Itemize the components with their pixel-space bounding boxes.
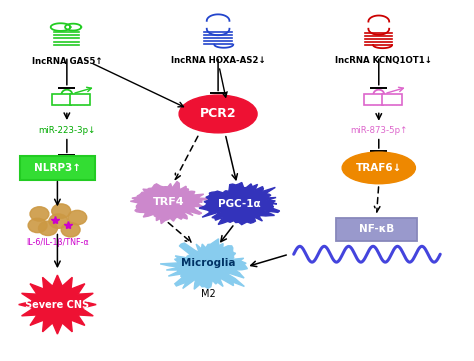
Text: PGC-1α: PGC-1α xyxy=(218,199,261,209)
FancyBboxPatch shape xyxy=(71,95,90,105)
Text: TRAF6↓: TRAF6↓ xyxy=(356,163,402,173)
FancyBboxPatch shape xyxy=(383,95,402,105)
Circle shape xyxy=(68,210,87,225)
Text: miR-223-3p↓: miR-223-3p↓ xyxy=(38,126,96,135)
Polygon shape xyxy=(130,182,210,224)
Circle shape xyxy=(30,207,49,221)
Text: Severe CNS: Severe CNS xyxy=(25,300,90,310)
Text: Microglia: Microglia xyxy=(182,258,236,268)
Circle shape xyxy=(52,204,71,218)
Text: TRF4: TRF4 xyxy=(153,197,184,207)
Circle shape xyxy=(49,214,68,228)
Polygon shape xyxy=(160,239,247,289)
Text: lncRNA KCNQ1OT1↓: lncRNA KCNQ1OT1↓ xyxy=(335,56,432,65)
Ellipse shape xyxy=(342,152,415,184)
Text: M2: M2 xyxy=(201,289,216,299)
Text: PCR2: PCR2 xyxy=(200,108,237,121)
FancyBboxPatch shape xyxy=(52,95,72,105)
Text: IL-6/IL-1β/TNF-α: IL-6/IL-1β/TNF-α xyxy=(26,238,89,247)
Text: miR-873-5p↑: miR-873-5p↑ xyxy=(350,126,408,135)
Polygon shape xyxy=(199,183,280,225)
Circle shape xyxy=(38,221,57,235)
FancyBboxPatch shape xyxy=(20,156,95,180)
Text: NLRP3↑: NLRP3↑ xyxy=(34,162,81,173)
Ellipse shape xyxy=(179,95,257,133)
FancyBboxPatch shape xyxy=(336,218,417,241)
Circle shape xyxy=(28,218,47,232)
Polygon shape xyxy=(18,275,96,334)
Text: NF-κB: NF-κB xyxy=(359,224,394,234)
Text: lncRNA GAS5↑: lncRNA GAS5↑ xyxy=(32,57,102,66)
Circle shape xyxy=(61,223,80,237)
Text: lncRNA HOXA-AS2↓: lncRNA HOXA-AS2↓ xyxy=(171,56,265,65)
FancyBboxPatch shape xyxy=(364,95,383,105)
